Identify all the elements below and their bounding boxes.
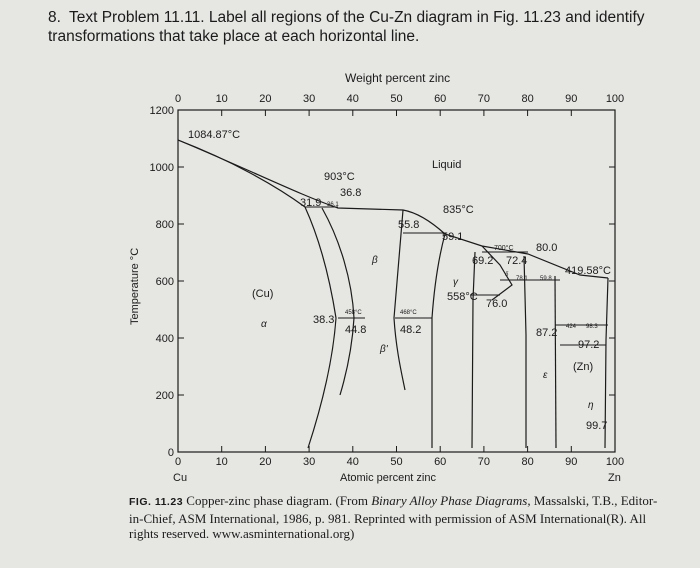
top-tick-label-3: 30 bbox=[303, 93, 315, 105]
label-72-4: 72.4 bbox=[506, 255, 527, 267]
x-tick-label-7: 70 bbox=[478, 456, 490, 468]
caption-text-a: Copper-zinc phase diagram. (From bbox=[186, 493, 372, 508]
caption-text-b: Massalski, T.B., Editor-in-Chief, ASM In… bbox=[129, 493, 658, 541]
x-tick-label-1: 10 bbox=[216, 456, 228, 468]
region-zn: (Zn) bbox=[573, 361, 593, 373]
region-cu: (Cu) bbox=[252, 288, 273, 300]
axis-ticks bbox=[177, 109, 616, 453]
axis-tick-labels: 0 10 20 30 40 50 60 70 80 90 1000 10 20 30 40 50 60 70 80 9… bbox=[150, 93, 625, 468]
label-76-0: 76.0 bbox=[486, 298, 507, 310]
epsilon-left-boundary bbox=[523, 255, 527, 448]
top-tick-label-9: 90 bbox=[565, 93, 577, 105]
x-tick-label-6: 60 bbox=[434, 456, 446, 468]
gamma-right-boundary bbox=[471, 251, 476, 449]
top-tick-label-4: 40 bbox=[347, 93, 359, 105]
x-tick-label-2: 20 bbox=[259, 456, 271, 468]
bottom-axis-title: Atomic percent zinc bbox=[340, 472, 436, 484]
isotherm-lines bbox=[305, 206, 608, 346]
region-eta: η bbox=[588, 400, 594, 411]
x-end-label-cu: Cu bbox=[173, 472, 187, 484]
region-liquid: Liquid bbox=[432, 159, 461, 171]
gamma-left-boundary bbox=[431, 233, 446, 448]
top-tick-label-6: 60 bbox=[434, 93, 446, 105]
epsilon-right-boundary bbox=[554, 275, 557, 449]
x-tick-label-5: 50 bbox=[390, 456, 402, 468]
top-axis-title: Weight percent zinc bbox=[345, 71, 450, 85]
top-tick-label-8: 80 bbox=[521, 93, 533, 105]
beta-right-boundary bbox=[393, 209, 406, 391]
y-axis-title: Temperature °C bbox=[129, 248, 141, 325]
label-468: 468°C bbox=[400, 310, 417, 316]
label-80-0: 80.0 bbox=[536, 242, 557, 254]
top-tick-label-0: 0 bbox=[175, 93, 181, 105]
label-cu-melt: 1084.87°C bbox=[188, 129, 240, 141]
x-end-label-zn: Zn bbox=[608, 472, 621, 484]
region-beta: β bbox=[371, 255, 378, 266]
figure-label: FIG. 11.23 bbox=[129, 496, 184, 508]
top-tick-label-5: 50 bbox=[390, 93, 402, 105]
region-delta: δ bbox=[505, 272, 509, 278]
figure-caption: FIG. 11.23 Copper-zinc phase diagram. (F… bbox=[129, 493, 669, 542]
y-tick-label-6: 0 bbox=[168, 447, 174, 459]
y-tick-label-1: 1000 bbox=[150, 162, 174, 174]
label-78-1: 78.1 bbox=[516, 276, 528, 282]
x-tick-label-9: 90 bbox=[565, 456, 577, 468]
y-tick-label-3: 600 bbox=[156, 276, 174, 288]
region-alpha: α bbox=[261, 319, 267, 330]
label-419-58: 419.58°C bbox=[565, 265, 611, 277]
label-59-1: 59.1 bbox=[442, 231, 463, 243]
y-tick-label-0: 1200 bbox=[150, 105, 174, 117]
label-458: 458°C bbox=[345, 310, 362, 316]
region-gamma: γ bbox=[453, 277, 459, 288]
problem-text: Text Problem 11.11. Label all regions of… bbox=[48, 9, 645, 45]
liquidus-line bbox=[177, 139, 609, 279]
label-98-3: 98.3 bbox=[586, 324, 598, 330]
label-99-7: 99.7 bbox=[586, 420, 607, 432]
label-36-1: 36.1 bbox=[327, 202, 339, 208]
zn-solvus bbox=[604, 277, 609, 449]
top-tick-label-1: 10 bbox=[216, 93, 228, 105]
x-tick-label-0: 0 bbox=[175, 456, 181, 468]
region-epsilon: ε bbox=[543, 370, 548, 381]
top-tick-label-7: 70 bbox=[478, 93, 490, 105]
x-tick-label-3: 30 bbox=[303, 456, 315, 468]
beta-left-boundary bbox=[321, 207, 355, 396]
label-55-8: 55.8 bbox=[398, 219, 419, 231]
problem-number: 8. bbox=[48, 9, 61, 26]
caption-source-title: Binary Alloy Phase Diagrams, bbox=[371, 493, 531, 508]
label-835: 835°C bbox=[443, 204, 474, 216]
phase-boundaries bbox=[177, 139, 609, 449]
y-tick-label-2: 800 bbox=[156, 219, 174, 231]
y-tick-label-5: 200 bbox=[156, 390, 174, 402]
region-beta-prime: β' bbox=[379, 344, 389, 355]
label-31-9: 31.9 bbox=[300, 197, 321, 209]
label-69-2: 69.2 bbox=[472, 255, 493, 267]
label-48-2: 48.2 bbox=[400, 324, 421, 336]
top-tick-label-2: 20 bbox=[259, 93, 271, 105]
solidus-alpha bbox=[177, 139, 306, 208]
annotations: 1084.87°C 903°C 36.8 31.9 36.1 835°C 55.… bbox=[188, 129, 611, 432]
label-903: 903°C bbox=[324, 171, 355, 183]
x-tick-label-4: 40 bbox=[347, 456, 359, 468]
y-tick-label-4: 400 bbox=[156, 333, 174, 345]
label-44-8: 44.8 bbox=[345, 324, 366, 336]
label-87-2: 87.2 bbox=[536, 327, 557, 339]
x-tick-label-8: 80 bbox=[521, 456, 533, 468]
delta-region-line bbox=[481, 245, 513, 301]
label-97-2: 97.2 bbox=[578, 339, 599, 351]
x-tick-label-10: 100 bbox=[606, 456, 624, 468]
label-424: 424 bbox=[566, 324, 577, 330]
label-700: 700°C bbox=[494, 244, 514, 252]
label-38-3: 38.3 bbox=[313, 314, 334, 326]
label-36-8: 36.8 bbox=[340, 187, 361, 199]
alpha-solvus bbox=[304, 206, 337, 449]
label-558: 558°C bbox=[447, 291, 478, 303]
problem-statement: 8. Text Problem 11.11. Label all regions… bbox=[48, 8, 688, 46]
label-59-8: 59.8 bbox=[540, 276, 552, 282]
top-tick-label-10: 100 bbox=[606, 93, 624, 105]
